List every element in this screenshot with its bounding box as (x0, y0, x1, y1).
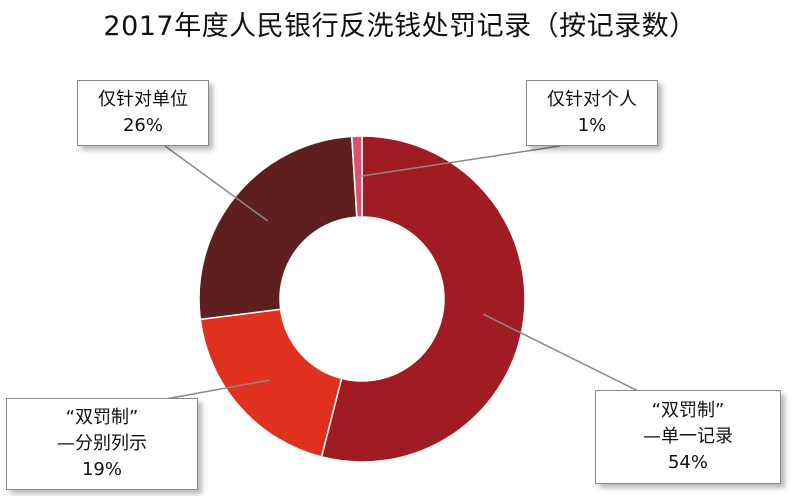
slice-value-label: 26% (122, 115, 163, 136)
leader-line (358, 145, 561, 178)
chart-title: 2017年度人民银行反洗钱处罚记录（按记录数） (103, 11, 697, 42)
slice-label-line: “双罚制” (65, 407, 139, 428)
slice-dual-separate (199, 308, 343, 458)
leader-lines (159, 145, 641, 401)
slice-label-unit-only: 仅针对单位 26% (77, 80, 209, 146)
slice-label-line: “双罚制” (651, 400, 725, 421)
slice-unit-only (198, 135, 358, 321)
leader-line (164, 145, 269, 222)
slice-value-label: 1% (577, 115, 607, 136)
leader-line (159, 379, 271, 401)
slice-label-line: 仅针对个人 (547, 89, 637, 110)
donut-slices (198, 135, 526, 463)
slice-label-line: —分别列示 (57, 433, 147, 454)
slice-label-line: 仅针对单位 (98, 89, 188, 110)
slice-value-label: 19% (81, 459, 122, 480)
slice-label-dual-single: “双罚制” —单一记录 54% (595, 390, 781, 484)
slice-dual-single (320, 135, 526, 463)
slice-value-label: 54% (667, 452, 708, 473)
leader-line (483, 313, 641, 393)
slice-label-individual-only: 仅针对个人 1% (526, 80, 658, 146)
slice-label-dual-separate: “双罚制” —分别列示 19% (6, 398, 198, 490)
slice-individual-only (350, 135, 363, 218)
slice-label-line: —单一记录 (643, 426, 733, 447)
